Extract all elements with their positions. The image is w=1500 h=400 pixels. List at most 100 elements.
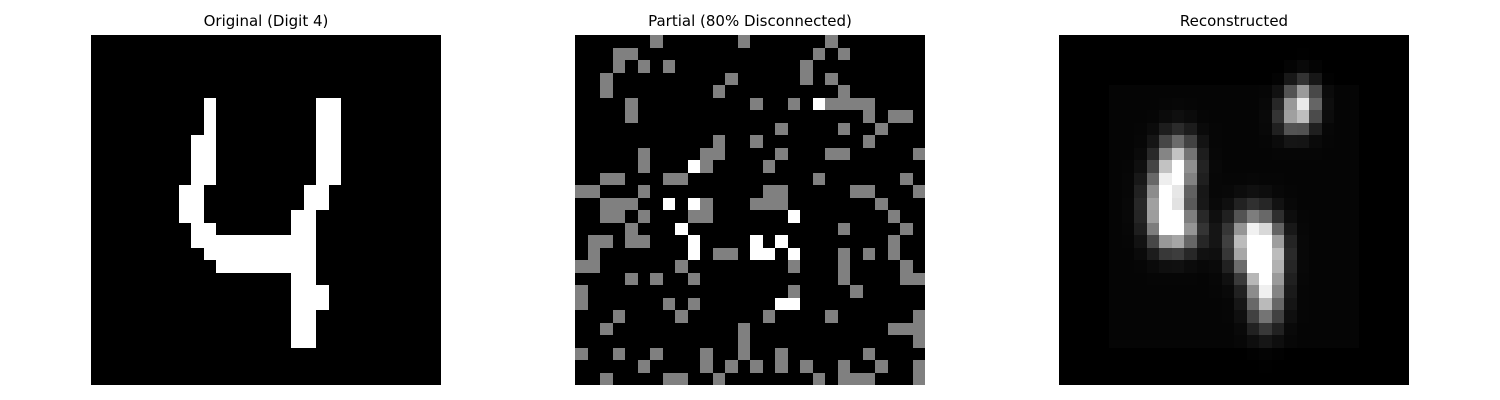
pixel bbox=[1184, 97, 1197, 110]
pixel bbox=[428, 147, 441, 160]
pixel bbox=[625, 222, 638, 235]
pixel bbox=[1071, 372, 1084, 385]
pixel bbox=[850, 347, 863, 360]
pixel bbox=[266, 297, 279, 310]
pixel bbox=[1309, 372, 1322, 385]
pixel bbox=[416, 47, 429, 60]
pixel bbox=[887, 222, 900, 235]
pixel bbox=[328, 222, 341, 235]
pixel bbox=[428, 210, 441, 223]
pixel bbox=[141, 197, 154, 210]
pixel bbox=[1059, 72, 1072, 85]
pixel bbox=[266, 85, 279, 98]
pixel bbox=[378, 185, 391, 198]
pixel bbox=[575, 60, 588, 73]
pixel bbox=[153, 297, 166, 310]
pixel bbox=[1146, 310, 1159, 323]
pixel bbox=[775, 160, 788, 173]
pixel bbox=[637, 347, 650, 360]
pixel bbox=[1096, 97, 1109, 110]
pixel bbox=[228, 197, 241, 210]
pixel bbox=[775, 260, 788, 273]
pixel bbox=[366, 347, 379, 360]
pixel bbox=[712, 335, 725, 348]
pixel bbox=[1384, 322, 1397, 335]
pixel bbox=[1159, 260, 1172, 273]
pixel bbox=[1134, 322, 1147, 335]
pixel bbox=[303, 35, 316, 48]
pixel bbox=[116, 347, 129, 360]
pixel bbox=[416, 347, 429, 360]
pixel bbox=[1384, 97, 1397, 110]
pixel bbox=[416, 35, 429, 48]
pixel bbox=[416, 172, 429, 185]
pixel bbox=[637, 310, 650, 323]
pixel bbox=[750, 247, 763, 260]
pixel bbox=[1396, 147, 1409, 160]
pixel bbox=[625, 35, 638, 48]
pixel bbox=[650, 72, 663, 85]
pixel bbox=[328, 72, 341, 85]
partial-digit-image bbox=[575, 35, 925, 385]
pixel bbox=[662, 247, 675, 260]
pixel bbox=[1271, 122, 1284, 135]
pixel bbox=[1371, 285, 1384, 298]
pixel bbox=[153, 122, 166, 135]
pixel bbox=[1371, 197, 1384, 210]
pixel bbox=[1271, 85, 1284, 98]
pixel bbox=[103, 272, 116, 285]
pixel bbox=[166, 97, 179, 110]
pixel bbox=[750, 197, 763, 210]
pixel bbox=[1121, 197, 1134, 210]
pixel bbox=[1159, 160, 1172, 173]
pixel bbox=[1396, 260, 1409, 273]
pixel bbox=[837, 235, 850, 248]
pixel bbox=[700, 197, 713, 210]
pixel bbox=[1109, 122, 1122, 135]
pixel bbox=[812, 72, 825, 85]
pixel bbox=[328, 160, 341, 173]
pixel bbox=[1096, 110, 1109, 123]
pixel bbox=[391, 47, 404, 60]
pixel bbox=[116, 197, 129, 210]
pixel bbox=[178, 272, 191, 285]
pixel bbox=[366, 372, 379, 385]
pixel bbox=[1121, 185, 1134, 198]
pixel bbox=[303, 310, 316, 323]
pixel bbox=[353, 272, 366, 285]
pixel bbox=[1184, 247, 1197, 260]
pixel bbox=[700, 60, 713, 73]
pixel bbox=[800, 297, 813, 310]
pixel bbox=[575, 160, 588, 173]
pixel bbox=[1071, 110, 1084, 123]
pixel bbox=[1384, 260, 1397, 273]
pixel bbox=[178, 322, 191, 335]
pixel bbox=[1271, 210, 1284, 223]
pixel bbox=[825, 97, 838, 110]
pixel bbox=[253, 335, 266, 348]
pixel bbox=[1184, 172, 1197, 185]
pixel bbox=[1309, 122, 1322, 135]
pixel bbox=[650, 372, 663, 385]
pixel bbox=[1321, 110, 1334, 123]
pixel bbox=[912, 285, 925, 298]
pixel bbox=[762, 335, 775, 348]
pixel bbox=[875, 185, 888, 198]
pixel bbox=[228, 122, 241, 135]
pixel bbox=[428, 197, 441, 210]
pixel bbox=[391, 322, 404, 335]
pixel bbox=[575, 372, 588, 385]
pixel bbox=[1296, 185, 1309, 198]
pixel bbox=[378, 135, 391, 148]
pixel bbox=[1096, 222, 1109, 235]
pixel bbox=[278, 210, 291, 223]
pixel bbox=[862, 72, 875, 85]
pixel bbox=[1321, 260, 1334, 273]
pixel bbox=[303, 335, 316, 348]
pixel bbox=[662, 110, 675, 123]
pixel bbox=[1096, 247, 1109, 260]
pixel bbox=[737, 35, 750, 48]
pixel bbox=[1096, 60, 1109, 73]
pixel bbox=[637, 372, 650, 385]
pixel bbox=[153, 210, 166, 223]
